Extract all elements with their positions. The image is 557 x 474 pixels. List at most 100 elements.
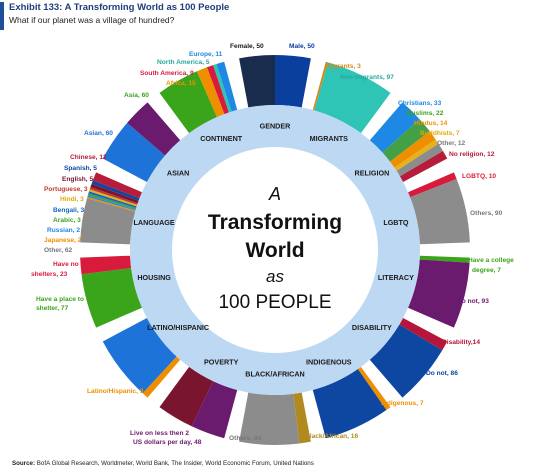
data-label-do-not-93: Do not, 93 <box>457 298 489 305</box>
data-label-shelters-23: shelters, 23 <box>31 271 68 278</box>
category-label-poverty: POVERTY <box>204 357 239 366</box>
data-label-others-90: Others, 90 <box>470 210 503 217</box>
category-label-latino-hispanic: LATINO/HISPANIC <box>147 323 209 332</box>
bar-latino-hispanic-other-91 <box>102 317 177 394</box>
bar-black-african-black-african-16 <box>293 392 311 444</box>
bar-lgbtq-lgbtq-10 <box>408 172 457 198</box>
data-label-arabic-3: Arabic, 3 <box>53 217 81 224</box>
data-label-have-a-college: Have a college <box>468 257 514 264</box>
bar-gender-female-50 <box>239 54 275 108</box>
data-label-buddhists-7: Buddhists, 7 <box>420 130 460 137</box>
data-label-spanish-5: Spanish, 5 <box>64 165 97 172</box>
bar-poverty-other-52 <box>159 366 214 427</box>
bar-language-arabic-3 <box>87 193 137 210</box>
data-label-english-5: English, 5 <box>62 176 93 183</box>
bar-lgbtq-others-90 <box>410 179 470 245</box>
bar-literacy-do-not-93 <box>408 259 470 328</box>
bar-religion-hindus-14 <box>390 131 436 168</box>
bar-migrants-migrants-3 <box>312 61 328 111</box>
data-label-black-african-16: Black/African, 16 <box>305 433 358 440</box>
bar-continent-north-america-5 <box>213 63 232 113</box>
bar-gender-male-50 <box>275 55 311 108</box>
data-label-south-america-9: South America, 9 <box>140 70 194 77</box>
category-label-continent: CONTINENT <box>200 134 243 143</box>
data-label-shelter-77: shelter, 77 <box>36 305 69 312</box>
data-label-female-50: Female, 50 <box>230 43 264 50</box>
bar-religion-buddhists-7 <box>394 139 439 171</box>
data-label-non-migrants-97: Non-migrants, 97 <box>340 74 394 81</box>
data-label-disability-14: Disability,14 <box>442 339 480 346</box>
bar-housing-have-no-shelters-23 <box>80 255 132 275</box>
bar-asian-other-40 <box>127 102 181 156</box>
data-label-male-50: Male, 50 <box>289 43 315 50</box>
category-label-migrants: MIGRANTS <box>310 134 349 143</box>
data-label-have-a-place-to: Have a place to <box>36 296 84 303</box>
category-label-gender: GENDER <box>260 122 292 131</box>
data-label-indigenous-7: Indigenous, 7 <box>381 400 424 407</box>
bar-continent-south-america-9 <box>206 65 229 115</box>
bar-continent-africa-15 <box>196 67 225 118</box>
bar-migrants-non-migrants-97 <box>314 62 391 134</box>
data-label-muslims-22: Muslims, 22 <box>406 110 444 117</box>
data-label-lgbtq-10: LGBTQ, 10 <box>462 173 496 180</box>
data-label-hindus-14: Hindus, 14 <box>414 120 448 127</box>
data-label-christians-33: Christians, 33 <box>398 100 442 107</box>
category-label-asian: ASIAN <box>167 168 189 177</box>
bar-language-russian-2 <box>87 195 136 211</box>
bar-language-chinese-12 <box>92 172 142 199</box>
bar-language-portuguese-3 <box>89 187 138 205</box>
category-label-lgbtq: LGBTQ <box>383 218 409 227</box>
category-label-religion: RELIGION <box>355 168 390 177</box>
data-label-portuguese-3: Portuguese, 3 <box>44 186 88 193</box>
data-label-hindi-3: Hindi, 3 <box>60 196 84 203</box>
exhibit-subtitle: What if our planet was a village of hund… <box>9 15 175 25</box>
bar-poverty-live-on-less-then-2-us-dollars-per-day-48 <box>191 381 238 439</box>
category-label-language: LANGUAGE <box>134 218 175 227</box>
bar-language-other-62 <box>80 198 136 245</box>
category-label-housing: HOUSING <box>137 273 171 282</box>
data-label-do-not-86: Do not, 86 <box>426 370 458 377</box>
bar-language-spanish-5 <box>91 180 140 201</box>
category-label-disability: DISABILITY <box>352 323 392 332</box>
bar-housing-have-a-place-to-shelter-77 <box>81 268 142 328</box>
data-label-europe-11: Europe, 11 <box>189 51 223 58</box>
category-label-indigenous: INDIGENOUS <box>306 357 352 366</box>
bar-continent-asia-60 <box>159 71 217 134</box>
bar-disability-disability-14 <box>399 317 448 351</box>
data-label-us-dollars-per-day-48: US dollars per day, 48 <box>133 439 202 446</box>
bar-religion-muslims-22 <box>382 119 430 162</box>
center-text-line-5: 100 PEOPLE <box>218 292 331 313</box>
data-label-latino-hispanic-9: Latino/Hispanic, 9 <box>87 388 144 395</box>
bar-language-japanese-2 <box>87 196 136 212</box>
center-text-line-1: A <box>268 184 281 204</box>
data-label-other-12: Other, 12 <box>437 140 466 147</box>
center-text-line-3: World <box>245 239 304 262</box>
bar-religion-no-religion-12 <box>399 151 448 183</box>
bar-language-bengali-3 <box>88 191 137 208</box>
source-note: Source: BofA Global Research, Worldmeter… <box>12 460 314 467</box>
center-text-line-4: as <box>266 267 284 286</box>
bar-religion-christians-33 <box>369 102 420 153</box>
bar-literacy-have-a-college-degree-7 <box>419 255 470 263</box>
data-label-russian-2: Russian, 2 <box>47 227 80 234</box>
data-label-migrants-3: Migrants, 3 <box>326 63 361 70</box>
bar-language-hindi-3 <box>89 189 138 207</box>
bar-disability-do-not-86 <box>369 324 443 398</box>
data-label-japanese-2: Japanese, 2 <box>44 237 82 244</box>
category-label-black-african: BLACK/AFRICAN <box>245 370 305 379</box>
data-label-others-84: Others, 84 <box>229 435 262 442</box>
category-label-literacy: LITERACY <box>378 273 414 282</box>
bar-indigenous-do-not-93 <box>312 369 387 439</box>
data-label-bengali-3: Bengali, 3 <box>53 207 84 214</box>
bar-continent-europe-11 <box>216 61 238 112</box>
bar-religion-other-12 <box>396 143 443 177</box>
center-disc <box>172 147 378 353</box>
bar-asian-asian-60 <box>102 122 166 183</box>
data-label-north-america-5: North America, 5 <box>157 59 210 66</box>
data-label-degree-7: degree, 7 <box>472 267 501 274</box>
data-label-asia-60: Asia, 60 <box>124 92 149 99</box>
exhibit-title: Exhibit 133: A Transforming World as 100… <box>9 2 230 13</box>
bar-indigenous-indigenous-7 <box>357 366 391 411</box>
title-accent-bar <box>0 2 4 30</box>
